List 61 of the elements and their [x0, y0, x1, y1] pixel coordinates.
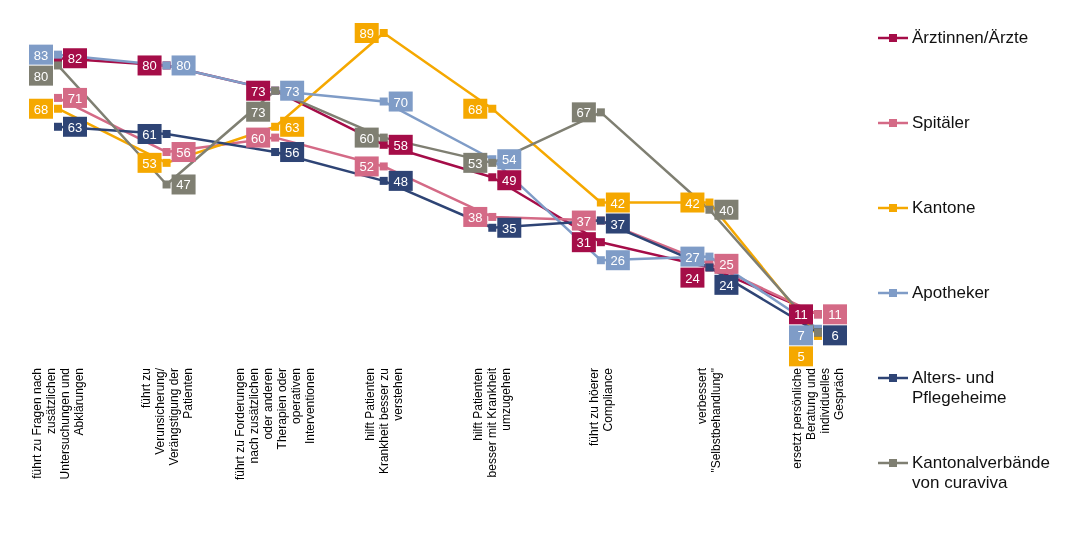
- data-label: 7: [797, 328, 805, 344]
- data-label: 47: [176, 177, 191, 193]
- data-label: 73: [250, 83, 266, 99]
- data-label: 60: [359, 130, 374, 146]
- data-label: 53: [468, 155, 483, 171]
- x-tick-label: hilft Patienten besser mit Krankheit umzugehen: [471, 367, 514, 478]
- data-label: 25: [719, 256, 734, 272]
- data-label: 73: [250, 104, 266, 120]
- data-label: 73: [284, 83, 300, 99]
- data-label: 48: [393, 173, 408, 189]
- data-label: 35: [502, 220, 517, 236]
- x-tick-label: hilft Patienten Krankheit besser zu verstehen: [362, 368, 405, 475]
- data-label: 11: [828, 307, 842, 323]
- legend-label: Apotheker: [912, 283, 990, 303]
- data-label: 56: [284, 145, 300, 161]
- data-label: 6: [831, 328, 839, 344]
- data-label: 82: [67, 51, 83, 67]
- legend-label: Spitäler: [912, 113, 970, 133]
- data-label: 68: [468, 101, 483, 117]
- legend-label: Kantone: [912, 198, 976, 218]
- data-label: 40: [719, 202, 734, 218]
- data-label: 52: [359, 159, 374, 175]
- data-label: 63: [284, 119, 300, 135]
- data-label: 56: [176, 145, 191, 161]
- x-tick-label: führt zu Fragen nach zusätzlichen Untersuchungen und Abklärungen: [30, 368, 86, 480]
- x-tick-label: führt zu höerer Compliance: [586, 367, 615, 447]
- data-label: 37: [576, 213, 592, 229]
- data-label: 80: [176, 58, 191, 74]
- x-tick-label: ersetzt persönliche Beratung und individuelles Gespräch: [790, 367, 846, 469]
- data-label: 70: [393, 94, 408, 110]
- data-label: 42: [610, 195, 626, 211]
- data-label: 60: [250, 130, 266, 146]
- data-label: 49: [502, 173, 517, 189]
- data-label: 67: [576, 105, 592, 121]
- data-label: 61: [142, 126, 157, 142]
- data-label: 80: [33, 68, 49, 84]
- data-label: 54: [502, 152, 517, 168]
- x-tick-label: verbessert "Selbstbehandlung": [695, 367, 724, 473]
- legend-label: Kantonalverbände von curaviva: [912, 453, 1051, 493]
- data-label: 89: [359, 26, 374, 41]
- data-label: 42: [685, 195, 700, 211]
- data-label: 26: [610, 253, 626, 269]
- x-tick-label: führt zu Verunsicherung/ Verängstigung der Patienten: [138, 367, 195, 466]
- data-label: 83: [33, 47, 49, 63]
- data-label: 31: [576, 235, 592, 251]
- data-label: 24: [719, 277, 734, 293]
- data-label: 80: [142, 58, 157, 74]
- data-label: 24: [685, 270, 700, 286]
- data-label: 27: [685, 249, 700, 265]
- data-label: 5: [797, 349, 805, 365]
- data-label: 68: [33, 101, 49, 117]
- data-label: 53: [142, 155, 157, 171]
- data-label: 58: [393, 137, 408, 153]
- x-tick-label: führt zu Forderungen nach zusätzlichen oder anderen Therapien oder operativen Interventionen: [233, 368, 318, 481]
- legend-label: Alters- und Pflegeheime: [912, 368, 1008, 408]
- data-label: 11: [794, 307, 808, 323]
- data-label: 38: [468, 209, 483, 225]
- data-label: 71: [67, 90, 83, 106]
- data-label: 63: [67, 119, 83, 135]
- legend-label: Ärztinnen/Ärzte: [912, 28, 1029, 48]
- data-label: 37: [610, 216, 626, 232]
